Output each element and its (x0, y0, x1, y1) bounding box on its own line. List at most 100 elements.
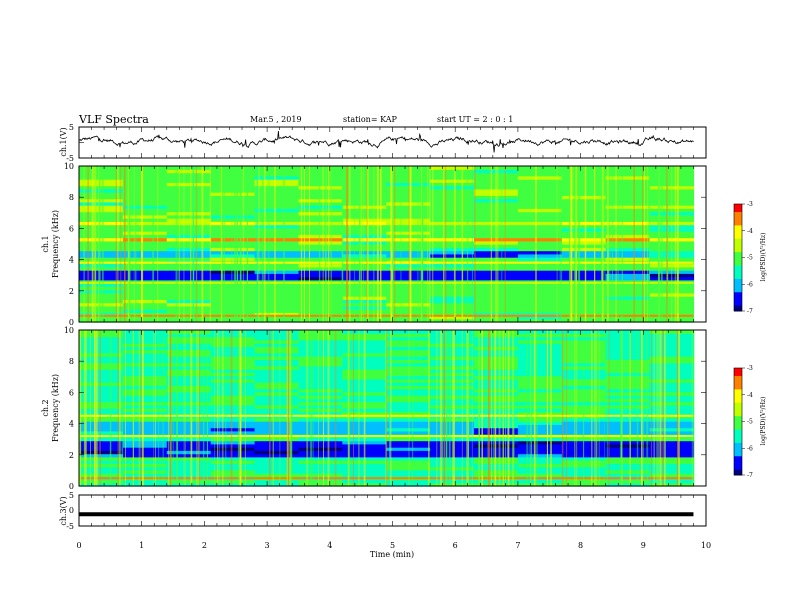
ch2-spec-cell (430, 401, 475, 406)
ch2-spec-cell (254, 421, 300, 425)
ch1-spec-sferic (177, 166, 179, 322)
ch2-spec-sferic (138, 330, 141, 486)
ch2-spec-cell (122, 339, 168, 344)
ch1-spec-cell (298, 182, 343, 187)
ch2-spec-cell (386, 382, 431, 386)
ch2-spec-cell (430, 424, 475, 429)
ch1-spec-cell (166, 263, 212, 268)
ch2-spec-cell (430, 421, 475, 425)
ch1-spec-cell (517, 244, 563, 248)
ch1-spec-sferic (91, 166, 93, 322)
ch1-spec-cell (517, 195, 563, 200)
ch1-spec-cell (298, 283, 343, 287)
x-tick-label: 0 (76, 541, 81, 550)
ch2-spec-cell (79, 336, 124, 341)
ch2-spec-sferic (534, 330, 537, 486)
ch2-colorbar-cell (734, 413, 742, 417)
ch1-spec-cell (386, 312, 431, 317)
ch2-spec-cell (79, 385, 124, 390)
ch1-spec-cell (430, 205, 475, 209)
ch2-spec-cell (605, 463, 651, 468)
ch1-spec-cell (79, 257, 124, 261)
ch2-spec-cell (79, 447, 124, 451)
ch2-spec-sferic (664, 330, 666, 486)
ch2-spec-cell (517, 385, 563, 390)
ch1-spec-cell (166, 283, 212, 287)
ch2-spec-cell (210, 430, 256, 435)
ch2-spec-cell (517, 453, 563, 458)
ch2-spec-cell (210, 469, 256, 474)
ch1-spec-cell (561, 309, 607, 313)
ch2-spec-cell (649, 330, 695, 334)
ch2-spec-cell (386, 430, 431, 435)
ch1-spec-ytick-label: 4 (69, 256, 74, 265)
ch1-colorbar-cell (734, 281, 742, 285)
x-tick-label: 7 (515, 541, 520, 550)
ch2-spec-cell (166, 401, 212, 406)
ch2-spec-sferic (487, 330, 489, 486)
ch2-spec-cell (210, 375, 256, 380)
ch1-spec-cell (210, 195, 256, 200)
ch1-spec-cell (254, 208, 300, 213)
ch1-spec-cell (430, 211, 475, 216)
ch1-spec-sferic (594, 166, 595, 322)
ch3-waveform-panel: 5 0 -5 ch.3(V) (59, 491, 707, 531)
ch3-ytick-zero: 0 (69, 506, 74, 515)
ch2-spec-cell (122, 447, 168, 451)
ch1-spec-cell (474, 192, 519, 196)
ch2-spec-cell (605, 427, 651, 432)
ch1-spec-cell (430, 253, 475, 258)
ch2-spec-cell (254, 382, 300, 386)
ch1-spec-cell (386, 270, 431, 274)
ch1-colorbar-cell (734, 292, 742, 296)
ch1-spec-cell (79, 270, 124, 274)
ch2-spec-ytick-label: 0 (69, 482, 74, 491)
ch2-spec-sferic (658, 330, 660, 486)
ch1-spec-cell (386, 192, 431, 196)
ch2-spec-cell (386, 466, 431, 471)
ch2-spec-cell (166, 372, 212, 377)
ch2-spec-cell (649, 460, 695, 464)
ch2-spec-cell (298, 450, 343, 455)
ch2-spec-cell (605, 391, 651, 396)
ch2-spec-cell (474, 421, 519, 425)
ch1-spec-cell (254, 318, 300, 323)
ch2-colorbar-cell (734, 461, 742, 465)
ch1-spec-sferic (367, 166, 369, 322)
ch2-spec-cell (474, 365, 519, 370)
ch1-spec-cell (166, 182, 212, 187)
ch2-colorbar-cell (734, 408, 742, 412)
ch1-spec-sferic (474, 166, 476, 322)
ch1-spec-sferic (221, 166, 224, 322)
ch2-spec-sferic (334, 330, 337, 486)
ch2-spec-cell (605, 401, 651, 406)
ch2-colorbar-cell (734, 370, 742, 374)
ch2-spec-sferic (327, 330, 330, 486)
ch1-spec-cell (342, 296, 387, 300)
ch2-colorbar-cell (734, 416, 742, 420)
x-tick-label: 2 (202, 541, 207, 550)
ch2-spec-cell (166, 343, 212, 347)
ch1-spec-cell (430, 240, 475, 245)
ch1-spec-cell (79, 244, 124, 248)
ch2-spec-sferic (408, 330, 410, 486)
ch2-spec-cell (517, 382, 563, 386)
ch1-spec-sferic (427, 166, 429, 322)
ch2-colorbar-cell (734, 418, 742, 422)
ch1-spec-cell (474, 198, 519, 203)
ch1-colorbar-cell (734, 273, 742, 277)
ch1-spec-cell (210, 234, 256, 239)
ch1-spec-cell (430, 237, 475, 242)
ch1-spec-cell (474, 169, 519, 174)
ch1-spec-sferic (607, 166, 609, 322)
ch2-spec-cell (166, 411, 212, 416)
ch1-spec-cell (430, 266, 475, 271)
ch2-spec-sferic (94, 330, 96, 486)
ch1-spec-cell (342, 279, 387, 284)
ch1-spec-cell (517, 237, 563, 242)
ch1-spec-cell (430, 318, 475, 323)
ch2-spec-cell (210, 352, 256, 357)
ch1-spec-cell (210, 240, 256, 245)
ch1-spec-cell (517, 279, 563, 284)
ch1-spec-cell (386, 299, 431, 304)
